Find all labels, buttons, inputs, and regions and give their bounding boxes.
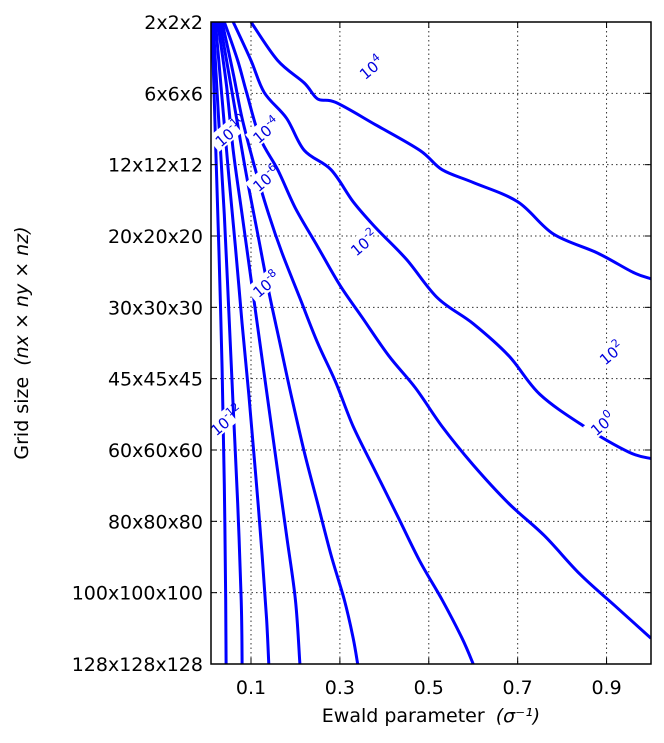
x-axis-ticks: 0.1 0.3 0.5 0.7 0.9 [236, 22, 622, 699]
contour-label: 104 [351, 51, 387, 85]
contour-line [231, 22, 651, 461]
y-tick-label: 30x30x30 [108, 297, 203, 319]
contour-label: 10-4 [245, 112, 280, 149]
x-tick-label: 0.5 [414, 677, 444, 699]
y-tick-label: 12x12x12 [108, 155, 203, 177]
contour-label: 100 [582, 407, 618, 441]
contour-line [220, 22, 475, 664]
y-axis-label-math: (nx × ny × nz) [11, 226, 33, 365]
x-tick-label: 0.3 [325, 677, 355, 699]
x-tick-label: 0.7 [503, 677, 533, 699]
x-axis-label-unit: (σ⁻¹) [496, 705, 541, 727]
contour-label: 10-8 [245, 266, 280, 303]
x-axis-label-text: Ewald parameter [322, 705, 485, 727]
y-tick-label: 2x2x2 [144, 12, 203, 34]
y-tick-label: 6x6x6 [144, 83, 203, 105]
y-tick-label: 45x45x45 [108, 369, 203, 391]
y-tick-label: 100x100x100 [72, 583, 203, 605]
x-tick-label: 0.9 [591, 677, 621, 699]
x-axis-label: Ewald parameter (σ⁻¹) [322, 705, 540, 727]
grid-lines [211, 21, 651, 665]
y-axis-label: Grid size (nx × ny × nz) [11, 226, 33, 459]
contour-lines [211, 22, 651, 664]
x-tick-label: 0.1 [236, 677, 266, 699]
y-tick-label: 80x80x80 [108, 511, 203, 533]
y-axis-label-text: Grid size [11, 377, 33, 460]
y-axis-ticks: 2x2x2 6x6x6 12x12x12 20x20x20 30x30x30 45x45x… [72, 12, 651, 676]
contour-line [249, 22, 651, 281]
plot-frame [210, 21, 652, 665]
contour-line [211, 22, 244, 664]
y-tick-label: 60x60x60 [108, 440, 203, 462]
contour-label: 10-2 [342, 224, 378, 261]
y-tick-label: 20x20x20 [108, 226, 203, 248]
contour-label: 102 [591, 336, 627, 371]
y-tick-label: 128x128x128 [72, 654, 203, 676]
